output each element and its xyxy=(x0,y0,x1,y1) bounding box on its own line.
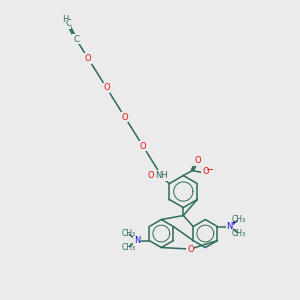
Text: −: − xyxy=(206,164,214,175)
Text: C: C xyxy=(73,34,79,43)
Text: +: + xyxy=(230,220,236,226)
Text: CH₃: CH₃ xyxy=(121,243,135,252)
Text: O: O xyxy=(202,167,208,176)
Text: O: O xyxy=(122,112,128,122)
Text: O: O xyxy=(187,244,194,253)
Text: N: N xyxy=(134,236,140,245)
Text: O: O xyxy=(140,142,146,151)
Text: C: C xyxy=(65,20,71,28)
Text: CH₃: CH₃ xyxy=(121,229,135,238)
Text: CH₃: CH₃ xyxy=(231,229,245,238)
Text: O: O xyxy=(85,54,92,63)
Text: NH: NH xyxy=(155,171,168,180)
Text: H: H xyxy=(62,14,68,23)
Text: CH₃: CH₃ xyxy=(231,215,245,224)
Text: N: N xyxy=(226,222,232,231)
Text: O: O xyxy=(147,171,154,180)
Text: O: O xyxy=(103,83,110,92)
Text: O: O xyxy=(194,156,201,165)
